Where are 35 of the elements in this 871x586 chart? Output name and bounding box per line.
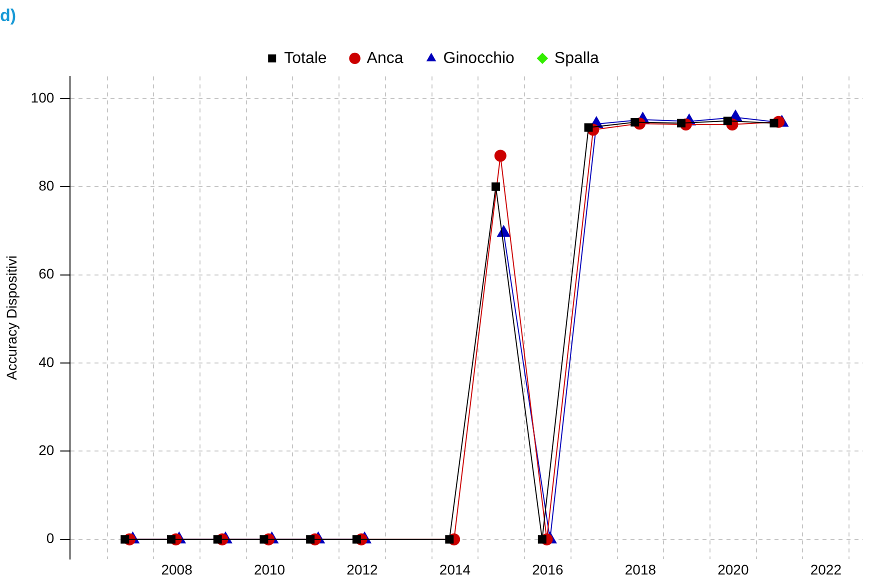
point (584, 123, 593, 132)
point (166, 535, 176, 544)
x-tick-label: 2014 (439, 561, 471, 578)
point (494, 150, 506, 162)
point (538, 535, 546, 544)
point (677, 118, 686, 128)
y-tick-label: 60 (38, 266, 54, 282)
legend-label: Totale (284, 50, 327, 67)
point (120, 535, 130, 544)
y-tick-label: 100 (30, 89, 54, 106)
y-tick-label: 0 (46, 530, 54, 546)
y-tick-label: 80 (38, 177, 54, 194)
x-tick-label: 2010 (254, 561, 286, 578)
point (723, 116, 732, 126)
point (213, 535, 222, 544)
x-tick-label: 2008 (161, 561, 193, 578)
x-tick-label: 2022 (810, 561, 842, 578)
legend-label: Spalla (554, 50, 599, 67)
point (492, 182, 500, 191)
point (260, 535, 268, 544)
x-tick-label: 2020 (718, 561, 749, 578)
point (770, 118, 778, 128)
y-axis-title: Accuracy Dispositivi (3, 256, 20, 380)
chart-title: d) (0, 6, 16, 25)
x-tick-label: 2012 (346, 561, 378, 578)
legend-label: Anca (366, 50, 404, 67)
point (445, 535, 454, 544)
y-tick-label: 40 (38, 354, 54, 370)
point (352, 535, 361, 544)
legend-label: Ginocchio (443, 50, 515, 67)
point (630, 118, 640, 126)
x-tick-label: 2018 (624, 561, 656, 578)
point (306, 535, 315, 544)
x-tick-label: 2016 (532, 561, 564, 578)
y-tick-label: 20 (38, 442, 54, 458)
